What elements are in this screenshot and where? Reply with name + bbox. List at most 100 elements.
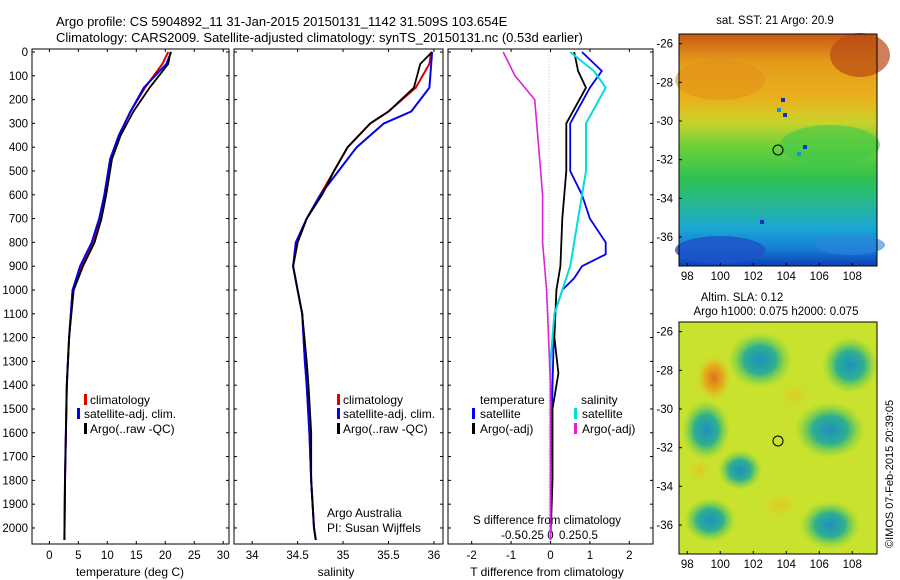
argo-position-marker [772, 435, 784, 447]
timestamp-stamp: ©IMOS 07-Feb-2015 20:39:05 [884, 400, 896, 548]
series-line-2 [549, 51, 587, 540]
lat-tick-label: -30 [656, 116, 673, 128]
legend-swatch-climatology [337, 394, 340, 405]
depth-tick-label: 1900 [2, 499, 28, 511]
sla-map [678, 321, 878, 555]
sla-low-eddy [795, 402, 865, 458]
sla-low-eddy [800, 501, 860, 549]
sst-map-title: sat. SST: 21 Argo: 20.9 [716, 15, 834, 27]
t-difference-x-axis: -2 -1 0 1 2 [467, 49, 633, 562]
sst-warm-patch [830, 33, 890, 77]
sst-pixel [783, 113, 787, 117]
legend-label-t-argo: Argo(-adj) [480, 422, 533, 436]
lat-tick-label: -26 [656, 327, 673, 339]
s-tick-label: -0.5 [501, 530, 521, 542]
depth-tick-label: 1800 [2, 475, 28, 487]
lon-tick-label: 104 [777, 559, 797, 571]
legend-label-argo: Argo(..raw -QC) [90, 422, 175, 436]
x-tick-label: 20 [159, 550, 172, 562]
temperature-axis-label: temperature (deg C) [76, 565, 184, 579]
x-tick-label: 25 [188, 550, 201, 562]
sst-pixel [760, 220, 764, 224]
legend-swatch-t-argo [472, 423, 475, 434]
title-line-2: Climatology: CARS2009. Satellite-adjuste… [56, 30, 583, 45]
institution-label: Argo Australia [327, 506, 402, 520]
x-tick-label: 30 [217, 550, 230, 562]
depth-tick-label: 1600 [2, 428, 28, 440]
depth-tick-label: 2000 [2, 523, 28, 535]
sla-high-eddy [758, 489, 802, 521]
depth-tick-label: 100 [9, 71, 28, 83]
lat-tick-label: -30 [656, 404, 673, 416]
lat-tick-label: -26 [656, 39, 673, 51]
sla-map-frame [678, 321, 878, 555]
sla-low-eddy [822, 337, 878, 393]
series-line-3 [63, 51, 172, 540]
depth-tick-label: 600 [9, 190, 28, 202]
salinity-panel-frame [233, 48, 444, 545]
sst-map-frame [678, 33, 878, 267]
depth-tick-label: 1700 [2, 452, 28, 464]
depth-tick-label: 900 [9, 261, 28, 273]
legend-swatch-argo [337, 423, 340, 434]
temperature-panel-frame [31, 48, 230, 545]
sla-longitude-axis: 98 100 102 104 106 108 [681, 551, 862, 571]
depth-tick-label: 1500 [2, 404, 28, 416]
pi-label: PI: Susan Wijffels [327, 521, 421, 535]
sla-map-title-2: Argo h1000: 0.075 h2000: 0.075 [694, 306, 859, 318]
series-line-1 [63, 51, 170, 540]
depth-tick-label: 1400 [2, 380, 28, 392]
lon-tick-label: 104 [777, 271, 797, 283]
sst-pixel [803, 145, 807, 149]
x-tick-label: 34.5 [286, 550, 308, 562]
sst-latitude-axis: -26 -28 -30 -32 -34 -36 [656, 39, 682, 244]
sla-high-eddy [777, 381, 813, 409]
title-line-1: Argo profile: CS 5904892_11 31-Jan-2015 … [56, 14, 508, 29]
sla-low-eddy [718, 450, 762, 490]
temperature-profiles [63, 51, 173, 540]
s-difference-axis-label: S difference from climatology [473, 515, 621, 527]
series-line-3 [549, 51, 607, 540]
sst-green-patch [780, 125, 880, 165]
sla-low-eddy [684, 498, 736, 542]
sst-longitude-axis: 98 100 102 104 106 108 [681, 263, 862, 283]
s-tick-label: -0.25 [518, 530, 544, 542]
legend-label-satellite-adj: satellite-adj. clim. [343, 407, 435, 421]
sst-pixel [781, 98, 785, 102]
depth-tick-label: 200 [9, 95, 28, 107]
sla-latitude-axis: -26 -28 -30 -32 -34 -36 [656, 327, 682, 532]
legend-label-satellite-adj: satellite-adj. clim. [84, 407, 176, 421]
depth-tick-label: 1100 [3, 309, 28, 321]
x-tick-label: 15 [130, 550, 143, 562]
legend-swatch-satellite-adj [337, 408, 340, 419]
sla-map-title-1: Altim. SLA: 0.12 [701, 292, 783, 304]
lon-tick-label: 100 [711, 271, 730, 283]
lon-tick-label: 98 [681, 271, 694, 283]
lat-tick-label: -34 [656, 193, 673, 205]
s-difference-axis: -0.5-0.25 0 0.25 0.5 [501, 530, 598, 542]
sla-low-eddy [728, 332, 792, 388]
sst-pixel [797, 152, 801, 156]
lat-tick-label: -34 [656, 481, 673, 493]
depth-tick-label: 300 [9, 118, 28, 130]
depth-tick-label: 1300 [2, 356, 28, 368]
x-tick-label: -2 [467, 550, 477, 562]
series-line-2 [292, 51, 434, 541]
sst-cool-patch [815, 235, 885, 255]
difference-legend: temperature salinity satellite satellite… [472, 393, 635, 436]
legend-label-s-argo: Argo(-adj) [582, 422, 635, 436]
s-tick-label: 0.5 [582, 530, 598, 542]
legend-label-climatology: climatology [90, 393, 150, 407]
lon-tick-label: 106 [810, 271, 829, 283]
x-tick-label: 5 [75, 550, 81, 562]
lat-tick-label: -28 [656, 365, 673, 377]
depth-axis: 0 100 200 300 400 500 600 700 800 900 1000 1100 1200… [2, 47, 653, 535]
salinity-profiles [292, 51, 434, 541]
lon-tick-label: 100 [711, 559, 730, 571]
sst-cool-patch [675, 236, 765, 264]
sla-high-eddy [696, 354, 732, 402]
sst-warm-patch [675, 60, 765, 100]
lat-tick-label: -28 [656, 77, 673, 89]
depth-tick-label: 400 [9, 142, 28, 154]
lat-tick-label: -32 [656, 443, 673, 455]
